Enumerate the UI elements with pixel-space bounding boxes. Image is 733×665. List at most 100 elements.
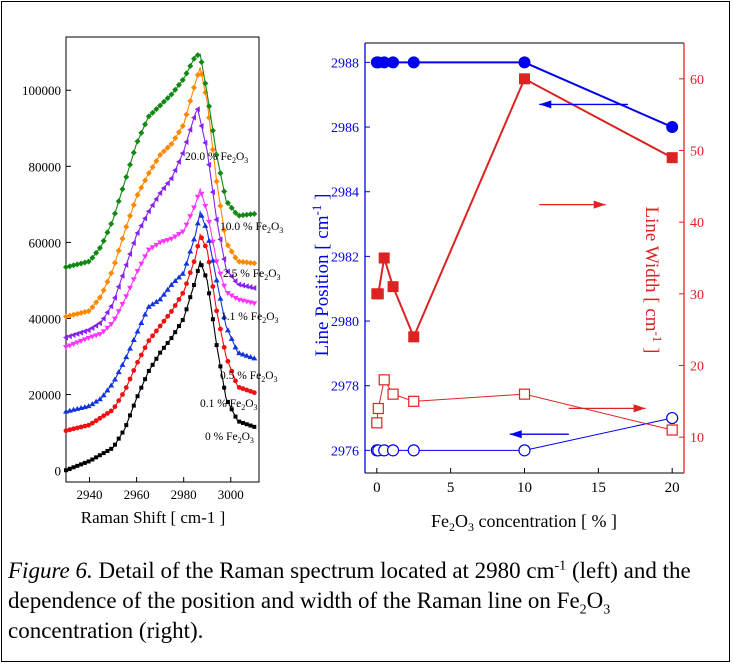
left-data-point	[149, 109, 156, 116]
left-data-point	[161, 345, 166, 350]
left-data-point	[115, 369, 122, 375]
left-data-point	[247, 259, 254, 266]
left-data-point	[70, 341, 77, 347]
right-ylabel-right: Line Width [ cm-1 ]	[641, 207, 665, 354]
left-data-point	[74, 340, 81, 346]
left-data-point	[164, 95, 171, 102]
left-data-point	[100, 329, 107, 335]
right-ytick-right-label: 10	[690, 431, 704, 446]
left-data-point	[115, 283, 121, 290]
right-ylabel-left: Line Position [ cm-1 ]	[309, 194, 333, 357]
left-data-point	[153, 242, 160, 248]
left-data-point	[108, 382, 115, 388]
left-data-point	[116, 398, 122, 404]
left-data-point	[195, 268, 200, 273]
left-data-point	[164, 144, 171, 151]
left-data-point	[236, 281, 242, 288]
left-data-point	[138, 261, 145, 267]
left-data-point	[108, 322, 115, 328]
left-data-point	[229, 368, 235, 374]
left-data-point	[202, 222, 209, 228]
left-data-point	[153, 157, 160, 164]
left-data-point	[153, 196, 159, 203]
right-data-point	[407, 56, 420, 69]
left-data-point	[111, 316, 118, 322]
left-data-point	[119, 235, 126, 242]
left-data-point	[112, 404, 118, 410]
left-data-point	[93, 249, 100, 256]
left-data-point	[82, 460, 87, 465]
left-data-point	[86, 459, 91, 464]
left-data-point	[214, 343, 219, 348]
left-data-point	[194, 52, 201, 59]
left-data-point	[225, 358, 231, 364]
left-data-point	[207, 291, 212, 296]
left-data-point	[131, 403, 136, 408]
left-data-point	[100, 237, 107, 244]
left-data-point	[89, 325, 95, 332]
left-data-point	[111, 376, 118, 382]
right-data-point	[372, 288, 384, 300]
left-data-point	[172, 278, 179, 284]
left-data-point	[150, 362, 155, 367]
left-data-point	[96, 294, 103, 301]
left-data-point	[183, 138, 189, 145]
left-data-point	[175, 129, 182, 136]
caption-text-1: Detail of the Raman spectrum located at …	[92, 558, 555, 583]
left-data-point	[115, 198, 122, 205]
left-data-point	[243, 283, 249, 290]
left-data-point	[187, 98, 194, 105]
left-data-point	[149, 245, 156, 251]
left-data-point	[138, 352, 144, 358]
right-ytick-left-label: 2980	[331, 315, 359, 330]
left-data-point	[191, 205, 198, 211]
left-data-point	[194, 220, 201, 226]
left-data-point	[157, 151, 164, 158]
left-data-point	[244, 387, 250, 393]
left-data-point	[108, 303, 114, 310]
left-data-point	[142, 311, 149, 317]
right-data-point	[371, 417, 383, 429]
left-data-point	[63, 334, 68, 341]
left-data-point	[81, 328, 87, 335]
left-data-point	[74, 425, 80, 431]
left-data-point	[199, 263, 204, 268]
left-data-point	[213, 259, 220, 265]
left-data-point	[244, 422, 249, 427]
left-data-point	[209, 189, 215, 196]
left-data-point	[194, 72, 201, 79]
left-data-point	[184, 307, 189, 312]
left-data-point	[164, 180, 170, 187]
left-data-point	[130, 201, 137, 208]
left-data-point	[202, 243, 208, 249]
left-data-point	[90, 457, 95, 462]
left-data-point	[119, 186, 126, 193]
left-data-point	[160, 98, 167, 105]
left-data-point	[116, 436, 121, 441]
left-data-point	[123, 261, 129, 268]
left-ytick-label: 100000	[22, 83, 61, 98]
left-data-point	[145, 170, 152, 177]
left-data-point	[142, 121, 149, 128]
left-data-point	[209, 127, 216, 134]
left-data-point	[160, 185, 166, 192]
left-data-point	[232, 254, 239, 261]
left-data-point	[176, 324, 181, 329]
left-xtick-label: 3000	[218, 487, 244, 502]
right-xtick-label: 15	[591, 480, 606, 496]
left-data-point	[172, 234, 179, 240]
left-data-point	[64, 468, 68, 473]
left-data-point	[191, 114, 197, 121]
right-data-point	[378, 252, 390, 264]
left-data-point	[168, 236, 175, 242]
left-data-point	[251, 210, 258, 217]
left-data-point	[149, 164, 156, 171]
left-data-point	[123, 173, 130, 180]
left-data-point	[130, 149, 137, 156]
right-xtick-label: 0	[373, 480, 381, 496]
left-data-point	[209, 257, 216, 263]
right-data-point	[518, 56, 531, 69]
left-data-point	[228, 204, 235, 211]
left-data-point	[138, 222, 144, 229]
left-data-point	[150, 333, 156, 339]
